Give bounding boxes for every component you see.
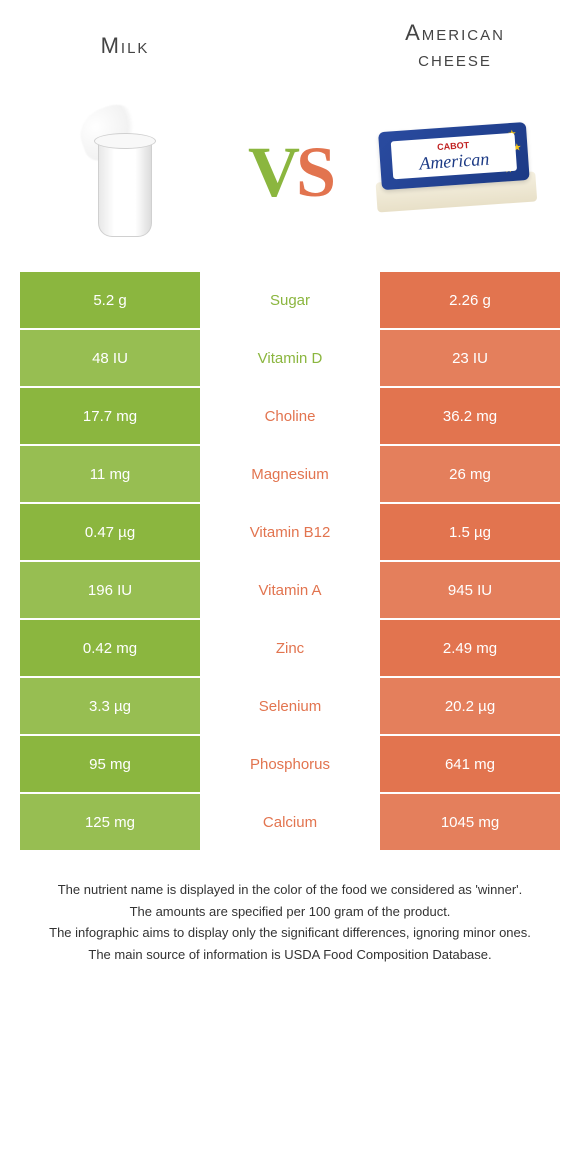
left-value: 0.42 mg: [20, 620, 200, 676]
footer-line3: The infographic aims to display only the…: [20, 923, 560, 943]
nutrient-name: Vitamin B12: [200, 504, 380, 560]
footer-notes: The nutrient name is displayed in the co…: [20, 880, 560, 964]
right-title-line2: cheese: [350, 46, 560, 72]
left-value: 5.2 g: [20, 272, 200, 328]
right-title: American cheese: [350, 20, 560, 72]
image-row: VS ★ ★ ★ CABOT American: [0, 82, 580, 272]
table-row: 0.47 µgVitamin B121.5 µg: [20, 504, 560, 560]
nutrient-name: Choline: [200, 388, 380, 444]
nutrient-name: Calcium: [200, 794, 380, 850]
nutrient-name: Magnesium: [200, 446, 380, 502]
nutrient-name: Phosphorus: [200, 736, 380, 792]
table-row: 196 IUVitamin A945 IU: [20, 562, 560, 618]
table-row: 0.42 mgZinc2.49 mg: [20, 620, 560, 676]
footer-line4: The main source of information is USDA F…: [20, 945, 560, 965]
right-title-line1: American: [350, 20, 560, 46]
left-title-text: Milk: [20, 33, 230, 59]
table-row: 125 mgCalcium1045 mg: [20, 794, 560, 850]
right-value: 2.49 mg: [380, 620, 560, 676]
left-value: 17.7 mg: [20, 388, 200, 444]
left-value: 48 IU: [20, 330, 200, 386]
left-value: 0.47 µg: [20, 504, 200, 560]
left-value: 125 mg: [20, 794, 200, 850]
table-row: 5.2 gSugar2.26 g: [20, 272, 560, 328]
right-value: 36.2 mg: [380, 388, 560, 444]
cheese-label: American: [419, 148, 490, 174]
right-value: 23 IU: [380, 330, 560, 386]
left-value: 11 mg: [20, 446, 200, 502]
right-image-cell: ★ ★ ★ CABOT American: [350, 92, 560, 252]
right-value: 641 mg: [380, 736, 560, 792]
left-value: 196 IU: [20, 562, 200, 618]
nutrient-table: 5.2 gSugar2.26 g48 IUVitamin D23 IU17.7 …: [20, 272, 560, 850]
right-value: 1045 mg: [380, 794, 560, 850]
left-image-cell: [20, 92, 230, 252]
nutrient-name: Zinc: [200, 620, 380, 676]
header-row: Milk American cheese: [0, 0, 580, 82]
nutrient-name: Selenium: [200, 678, 380, 734]
table-row: 3.3 µgSelenium20.2 µg: [20, 678, 560, 734]
footer-line2: The amounts are specified per 100 gram o…: [20, 902, 560, 922]
milk-glass-icon: [80, 107, 170, 237]
nutrient-name: Vitamin D: [200, 330, 380, 386]
table-row: 95 mgPhosphorus641 mg: [20, 736, 560, 792]
left-value: 95 mg: [20, 736, 200, 792]
header-spacer: [230, 20, 350, 72]
right-value: 1.5 µg: [380, 504, 560, 560]
nutrient-name: Sugar: [200, 272, 380, 328]
vs-v: V: [248, 131, 296, 214]
table-row: 11 mgMagnesium26 mg: [20, 446, 560, 502]
right-value: 26 mg: [380, 446, 560, 502]
footer-line1: The nutrient name is displayed in the co…: [20, 880, 560, 900]
table-row: 17.7 mgCholine36.2 mg: [20, 388, 560, 444]
left-value: 3.3 µg: [20, 678, 200, 734]
right-value: 20.2 µg: [380, 678, 560, 734]
vs-s: S: [296, 131, 332, 214]
left-title: Milk: [20, 20, 230, 72]
table-row: 48 IUVitamin D23 IU: [20, 330, 560, 386]
vs-label: VS: [230, 131, 350, 214]
cheese-box-icon: ★ ★ ★ CABOT American: [372, 122, 538, 223]
right-value: 945 IU: [380, 562, 560, 618]
nutrient-name: Vitamin A: [200, 562, 380, 618]
right-value: 2.26 g: [380, 272, 560, 328]
